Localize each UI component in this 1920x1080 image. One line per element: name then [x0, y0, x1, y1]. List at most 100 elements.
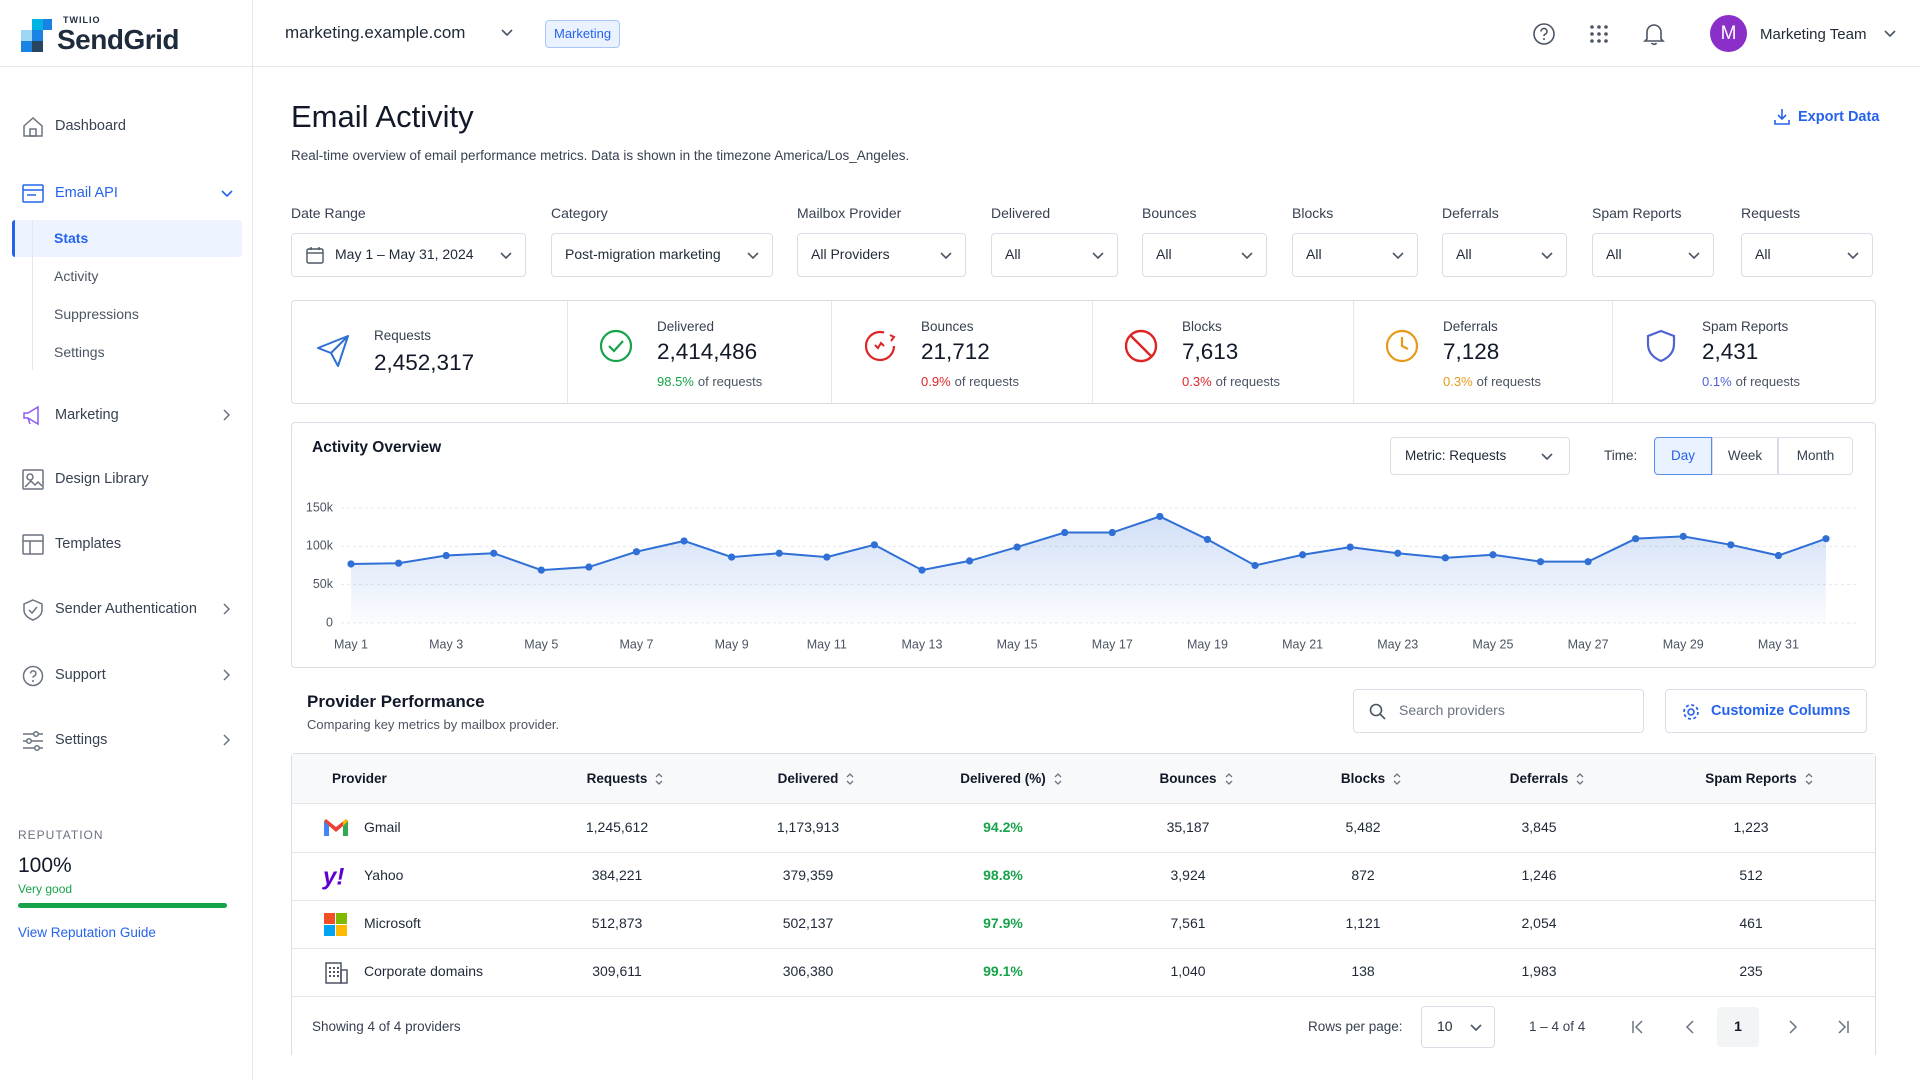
icon-part [1683, 704, 1699, 720]
icon-part [1533, 23, 1555, 45]
current-page[interactable]: 1 [1717, 1007, 1759, 1047]
stat-label: Blocks [1182, 318, 1222, 334]
x-tick-label: May 9 [715, 637, 749, 651]
nav-item[interactable]: Dashboard [55, 117, 126, 134]
point [1346, 543, 1354, 551]
column-header[interactable]: Requests [586, 770, 648, 786]
icon-part [340, 969, 348, 984]
cell: 138 [1351, 963, 1375, 980]
nav-item[interactable]: Marketing [55, 406, 119, 423]
column-header[interactable]: Delivered [777, 770, 839, 786]
filter-select[interactable]: All [1292, 233, 1418, 277]
chevron-right [223, 734, 231, 746]
nav-icon [23, 405, 39, 426]
user-menu[interactable]: Marketing Team [1760, 25, 1867, 43]
stat-value: 21,712 [921, 339, 990, 365]
icon-part [1540, 27, 1548, 37]
icon-part [29, 128, 37, 137]
export-button[interactable]: Export Data [1798, 108, 1880, 125]
pager-button [1685, 1020, 1694, 1034]
provider-name: Microsoft [364, 915, 421, 932]
point [1061, 528, 1069, 537]
icon-part [1393, 780, 1401, 785]
column-header[interactable]: Spam Reports [1705, 770, 1797, 786]
point [1536, 558, 1545, 566]
point [1299, 551, 1307, 559]
filter-select[interactable]: All [1592, 233, 1714, 277]
metric-select[interactable]: Metric: Requests [1390, 437, 1570, 475]
filter-select[interactable]: All [1741, 233, 1873, 277]
time-toggle[interactable]: Day [1654, 437, 1712, 475]
y-tick-label: 100k [306, 539, 334, 553]
icon-part [306, 248, 324, 264]
chevron-down [1241, 252, 1253, 260]
nav-item[interactable]: Email API [55, 184, 118, 201]
chevron-right [223, 603, 231, 615]
x-tick-label: May 7 [619, 637, 653, 651]
filter-select[interactable]: Post-migration marketing [551, 233, 773, 277]
stat-icon [1385, 329, 1419, 363]
time-label: Time: [1604, 447, 1638, 463]
column-header[interactable]: Deferrals [1509, 770, 1569, 786]
column-header[interactable]: Blocks [1340, 770, 1386, 786]
line-chart: 0 50k 100k 150k May 1 May 3 May 5 May 7 May 9 May… [306, 500, 1856, 651]
icon-part [1590, 25, 1594, 29]
nav-item[interactable]: Settings [55, 731, 108, 748]
stat-label: Deferrals [1443, 318, 1498, 334]
nav-item[interactable]: Sender Authentication [55, 600, 197, 617]
filter-select[interactable]: All [991, 233, 1118, 277]
reputation-bar [18, 903, 227, 908]
point [1441, 554, 1449, 562]
icon-part: y! [322, 863, 344, 890]
icon-part [655, 773, 663, 778]
icon-part [864, 330, 896, 362]
stat-note: of requests [1476, 373, 1541, 389]
bell-icon [1643, 24, 1665, 46]
point [728, 553, 736, 561]
brand-small: TWILIO [63, 14, 101, 25]
column-header[interactable]: Bounces [1159, 770, 1217, 786]
rows-per-page-select[interactable]: 10 [1421, 1006, 1495, 1048]
chevron-down [940, 252, 952, 260]
filter-select[interactable]: May 1 – May 31, 2024 [291, 233, 526, 277]
nav-subitem[interactable]: Activity [54, 268, 99, 285]
nav-subitem[interactable]: Stats [54, 230, 89, 247]
time-toggle[interactable]: Month [1778, 437, 1853, 475]
icon-part [329, 967, 331, 969]
icon-part [874, 341, 885, 350]
stat-note: of requests [1215, 373, 1280, 389]
provider-logo [325, 962, 348, 984]
nav-subitem[interactable]: Settings [54, 344, 105, 361]
pager-button [1789, 1020, 1798, 1034]
filter-select[interactable]: All Providers [797, 233, 966, 277]
divider [252, 0, 253, 1080]
filter-select[interactable]: All [1442, 233, 1567, 277]
icon-part [501, 29, 513, 37]
icon-part [1685, 1020, 1694, 1034]
chart-card: Activity Overview Metric: Requests Time: Da… [291, 422, 1876, 668]
icon-part [43, 19, 52, 30]
time-toggle[interactable]: Week [1712, 437, 1778, 475]
icon-part [223, 669, 231, 681]
reputation-link[interactable]: View Reputation Guide [18, 924, 156, 940]
nav-item[interactable]: Design Library [55, 470, 149, 487]
point [394, 559, 403, 567]
point [1108, 528, 1116, 537]
customize-button[interactable]: Customize Columns [1665, 689, 1867, 733]
icon-part [1092, 252, 1104, 260]
cell: 3,845 [1521, 819, 1557, 836]
gear-icon [1683, 704, 1699, 720]
page-title: Email Activity [291, 99, 474, 135]
search-box[interactable]: Search providers [1353, 689, 1644, 733]
domain-selector[interactable]: marketing.example.com [285, 23, 466, 43]
nav-item[interactable]: Templates [55, 535, 122, 552]
nav-subitem[interactable]: Suppressions [54, 306, 139, 323]
filter-select[interactable]: All [1142, 233, 1267, 277]
column-header[interactable]: Delivered (%) [960, 770, 1046, 786]
provider-name: Yahoo [364, 867, 404, 884]
nav-item[interactable]: Support [55, 666, 106, 683]
point [1156, 512, 1164, 521]
icon-part [317, 335, 349, 367]
chevron-down [501, 29, 513, 37]
